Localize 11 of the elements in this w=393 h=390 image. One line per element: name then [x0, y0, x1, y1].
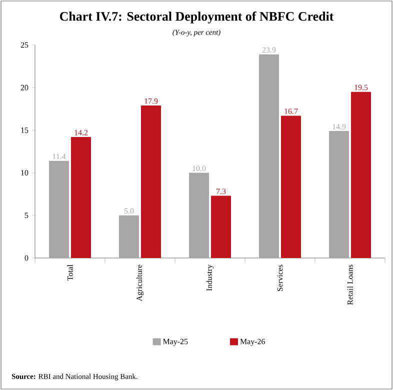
bar [140, 105, 161, 258]
bar [189, 172, 210, 258]
bar [329, 131, 350, 258]
bar [210, 196, 231, 258]
bar [70, 137, 91, 258]
bar [119, 215, 140, 258]
chart-title: Chart IV.7: Sectoral Deployment of NBFC Credit [60, 12, 334, 24]
bar [49, 160, 70, 258]
bar [281, 116, 301, 258]
bar [351, 92, 371, 258]
bar [259, 54, 280, 258]
